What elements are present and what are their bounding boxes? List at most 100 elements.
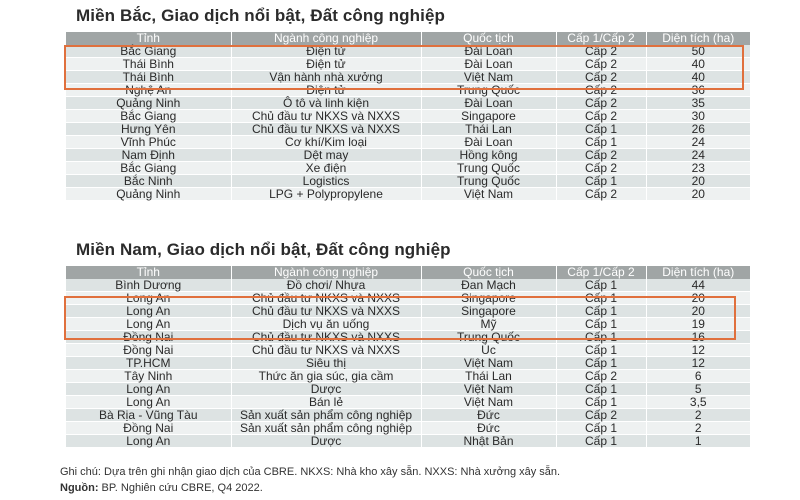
table-cell: Cấp 2 <box>556 369 647 383</box>
table-cell: Long An <box>66 291 232 305</box>
table-cell: Cấp 1 <box>556 304 647 318</box>
table-cell: Cấp 1 <box>556 317 647 331</box>
table-row: Bà Rịa - Vũng Tàu Sản xuất sản phẩm công … <box>66 408 750 422</box>
table-cell: Chủ đầu tư NKXS và NXXS <box>231 122 422 136</box>
table-cell: 16 <box>646 330 750 344</box>
table-cell: Cấp 2 <box>556 148 647 162</box>
table-cell: Vận hành nhà xưởng <box>231 70 422 84</box>
table-cell: Long An <box>66 304 232 318</box>
table-cell: Điện tử <box>231 57 422 71</box>
table-cell: Trung Quốc <box>421 83 557 97</box>
table-cell: 2 <box>646 408 750 422</box>
table-row: Bắc Giang Chủ đầu tư NKXS và NXXS Singapor… <box>66 109 750 123</box>
table-cell: Đài Loan <box>421 96 557 110</box>
table-cell: Bà Rịa - Vũng Tàu <box>66 408 232 422</box>
table-cell: 20 <box>646 187 750 201</box>
table-cell: Cấp 1 <box>556 421 647 435</box>
table-row: Bình Dương Đồ chơi/ Nhựa Đan Mạch Cấp 1 44 <box>66 279 750 292</box>
table-cell: 40 <box>646 57 750 71</box>
table-cell: Cấp 2 <box>556 57 647 71</box>
table-row: Long An Dịch vụ ăn uống Mỹ Cấp 1 19 <box>66 317 750 331</box>
table-cell: 23 <box>646 161 750 175</box>
table-row: Nam Định Dệt may Hồng kông Cấp 2 24 <box>66 148 750 162</box>
table-cell: 20 <box>646 291 750 305</box>
table-row: Vĩnh Phúc Cơ khí/Kim loại Đài Loan Cấp 1 24 <box>66 135 750 149</box>
table-cell: 20 <box>646 174 750 188</box>
table-cell: Mỹ <box>421 317 557 331</box>
column-header: Ngành công nghiệp <box>231 266 422 279</box>
table-header-row: Tỉnh Ngành công nghiệp Quốc tịch Cấp 1/Cấp … <box>66 266 750 279</box>
table-cell: Singapore <box>421 109 557 123</box>
north-table-title: Miền Bắc, Giao dịch nổi bật, Đất công ng… <box>76 6 445 25</box>
table-cell: Cấp 1 <box>556 343 647 357</box>
table-row: Tây Ninh Thức ăn gia súc, gia cầm Thái Lan… <box>66 369 750 383</box>
table-cell: Cấp 2 <box>556 408 647 422</box>
table-cell: Tây Ninh <box>66 369 232 383</box>
table-cell: Quảng Ninh <box>66 187 232 201</box>
table-row: Long An Chủ đầu tư NKXS và NXXS Singapore C… <box>66 304 750 318</box>
table-cell: Chủ đầu tư NKXS và NXXS <box>231 109 422 123</box>
column-header: Diện tích (ha) <box>646 266 750 279</box>
table-cell: Thái Lan <box>421 122 557 136</box>
table-row: Đồng Nai Chủ đầu tư NKXS và NXXS Úc Cấp 1 12 <box>66 343 750 357</box>
column-header: Quốc tịch <box>421 266 557 279</box>
table-cell: Bắc Ninh <box>66 174 232 188</box>
table-cell: 3,5 <box>646 395 750 409</box>
column-header: Quốc tịch <box>421 32 557 45</box>
table-cell: Chủ đầu tư NKXS và NXXS <box>231 330 422 344</box>
table-cell: Hưng Yên <box>66 122 232 136</box>
table-cell: Trung Quốc <box>421 161 557 175</box>
column-header: Diện tích (ha) <box>646 32 750 45</box>
table-cell: Dịch vụ ăn uống <box>231 317 422 331</box>
table-cell: Vĩnh Phúc <box>66 135 232 149</box>
table-cell: Cấp 1 <box>556 434 647 448</box>
table-cell: Long An <box>66 395 232 409</box>
table-cell: Xe điện <box>231 161 422 175</box>
north-transactions-table: Tỉnh Ngành công nghiệp Quốc tịch Cấp 1/Cấp … <box>66 32 750 201</box>
table-cell: Sản xuất sản phẩm công nghiệp <box>231 408 422 422</box>
table-cell: Nghệ An <box>66 83 232 97</box>
table-cell: Bắc Giang <box>66 109 232 123</box>
table-cell: Đài Loan <box>421 57 557 71</box>
table-cell: Sản xuất sản phẩm công nghiệp <box>231 421 422 435</box>
table-cell: Bắc Giang <box>66 45 232 58</box>
table-row: Hưng Yên Chủ đầu tư NKXS và NXXS Thái Lan C… <box>66 122 750 136</box>
table-cell: Chủ đầu tư NKXS và NXXS <box>231 304 422 318</box>
table-cell: 12 <box>646 343 750 357</box>
table-cell: Dược <box>231 382 422 396</box>
table-cell: Việt Nam <box>421 395 557 409</box>
table-cell: 20 <box>646 304 750 318</box>
table-cell: Việt Nam <box>421 382 557 396</box>
table-cell: Long An <box>66 382 232 396</box>
table-cell: Trung Quốc <box>421 330 557 344</box>
table-row: Quảng Ninh Ô tô và linh kiện Đài Loan Cấp 2… <box>66 96 750 110</box>
table-cell: Việt Nam <box>421 187 557 201</box>
table-cell: Cấp 2 <box>556 161 647 175</box>
table-cell: Cấp 1 <box>556 330 647 344</box>
source-note: Nguồn: BP. Nghiên cứu CBRE, Q4 2022. <box>60 482 263 494</box>
table-cell: Úc <box>421 343 557 357</box>
table-cell: 6 <box>646 369 750 383</box>
table-cell: LPG + Polypropylene <box>231 187 422 201</box>
table-cell: Điện tử <box>231 45 422 58</box>
table-cell: Long An <box>66 434 232 448</box>
table-row: Quảng Ninh LPG + Polypropylene Việt Nam Cấp… <box>66 187 750 201</box>
table-cell: Quảng Ninh <box>66 96 232 110</box>
table-cell: Đài Loan <box>421 135 557 149</box>
table-cell: Cấp 1 <box>556 122 647 136</box>
table-cell: 24 <box>646 148 750 162</box>
table-cell: Cấp 2 <box>556 45 647 58</box>
table-cell: Đài Loan <box>421 45 557 58</box>
table-cell: 40 <box>646 70 750 84</box>
table-cell: Cấp 2 <box>556 70 647 84</box>
table-cell: 44 <box>646 279 750 292</box>
south-transactions-table: Tỉnh Ngành công nghiệp Quốc tịch Cấp 1/Cấp … <box>66 266 750 448</box>
column-header: Tỉnh <box>66 32 232 45</box>
table-cell: Cấp 2 <box>556 83 647 97</box>
footnote: Ghi chú: Dựa trên ghi nhận giao dịch của… <box>60 466 561 478</box>
table-cell: Cấp 1 <box>556 356 647 370</box>
table-row: Thái Bình Điện tử Đài Loan Cấp 2 40 <box>66 57 750 71</box>
table-row: Đồng Nai Chủ đầu tư NKXS và NXXS Trung Quố… <box>66 330 750 344</box>
table-cell: 5 <box>646 382 750 396</box>
